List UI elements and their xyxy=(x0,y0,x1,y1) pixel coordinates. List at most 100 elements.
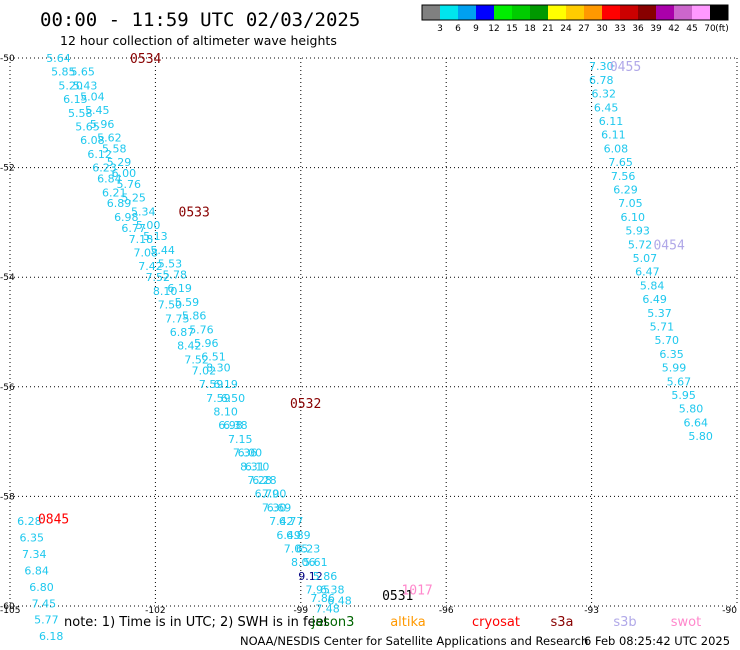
wave-height-value: 5.00 xyxy=(136,219,161,232)
colorbar-label: 24 xyxy=(560,24,572,34)
wave-height-value: 6.12 xyxy=(87,148,112,161)
x-tick-label: -102 xyxy=(145,606,165,616)
wave-height-value: 5.59 xyxy=(175,296,200,309)
wave-height-value: 5.65 xyxy=(70,66,95,79)
wave-height-value: 6.77 xyxy=(279,515,304,528)
colorbar-swatch xyxy=(440,5,458,20)
colorbar-swatch xyxy=(692,5,710,20)
wave-height-value: 6.64 xyxy=(684,416,709,429)
track-time-label: 0455 xyxy=(610,60,641,75)
wave-height-value: 5.64 xyxy=(46,52,71,65)
track-time-label: 0533 xyxy=(179,205,210,220)
colorbar-label: 6 xyxy=(455,24,461,34)
wave-height-value: 8.10 xyxy=(213,405,238,418)
wave-height-value: 7.50 xyxy=(158,299,183,312)
x-tick-label: -99 xyxy=(293,606,308,616)
track-time-label: 1017 xyxy=(401,584,432,599)
wave-height-value: 6.51 xyxy=(201,351,226,364)
note-text: note: 1) Time is in UTC; 2) SWH is in fe… xyxy=(64,615,329,630)
wave-height-value: 6.50 xyxy=(221,392,246,405)
colorbar-swatch xyxy=(476,5,494,20)
wave-height-value: 5.67 xyxy=(667,375,692,388)
wave-height-value: 7.56 xyxy=(611,170,636,183)
wave-height-value: 5.25 xyxy=(121,192,146,205)
satellite-legend-entry: cryosat xyxy=(472,615,520,630)
wave-height-value: 5.96 xyxy=(90,118,115,131)
colorbar-label: 9 xyxy=(473,24,479,34)
wave-height-value: 6.87 xyxy=(170,326,195,339)
wave-height-value: 6.10 xyxy=(245,460,270,473)
wave-height-value: 5.86 xyxy=(313,570,338,583)
wave-height-value: 6.98 xyxy=(114,211,139,224)
colorbar-label: 30 xyxy=(596,24,608,34)
x-tick-label: -96 xyxy=(439,606,454,616)
colorbar-label: 21 xyxy=(542,24,553,34)
colorbar-swatch xyxy=(710,5,728,20)
colorbar-swatch xyxy=(530,5,548,20)
wave-height-value: 5.80 xyxy=(688,430,713,443)
wave-height-value: 6.23 xyxy=(92,162,117,175)
y-tick-label: -58 xyxy=(0,492,15,502)
x-tick-label: -90 xyxy=(722,606,737,616)
wave-height-value: 5.70 xyxy=(654,334,679,347)
wave-height-value: 7.05 xyxy=(618,197,643,210)
x-axis-ticks: -105 -102 -99 -96 -93 -90 xyxy=(0,606,737,616)
satellite-legend-entry: jason3 xyxy=(311,615,355,630)
wave-height-value: 5.84 xyxy=(640,279,665,292)
wave-height-value: 5.58 xyxy=(68,107,93,120)
track-time-label: 0532 xyxy=(290,397,321,412)
wave-height-value: 5.86 xyxy=(182,310,207,323)
wave-height-value: 6.11 xyxy=(601,129,626,142)
wave-height-value: 6.84 xyxy=(24,564,49,577)
wave-height-value: 5.58 xyxy=(102,142,127,155)
footer-credit: NOAA/NESDIS Center for Satellite Applica… xyxy=(240,634,588,648)
wave-height-value: 5.85 xyxy=(51,66,76,79)
colorbar-label: 27 xyxy=(578,24,589,34)
wave-height-value: 8.31 xyxy=(240,460,265,473)
colorbar-swatch xyxy=(602,5,620,20)
wave-height-value: 7.65 xyxy=(608,156,633,169)
wave-height-value: 8.10 xyxy=(153,285,178,298)
wave-height-value: 6.80 xyxy=(29,581,54,594)
wave-height-value: 5.37 xyxy=(647,307,672,320)
colorbar-swatch xyxy=(494,5,512,20)
colorbar-label: 3 xyxy=(437,24,443,34)
wave-height-value: 5.95 xyxy=(671,389,696,402)
wave-height-value: 7.05 xyxy=(284,542,309,555)
wave-height-value: 7.00 xyxy=(262,488,287,501)
colorbar-swatch xyxy=(566,5,584,20)
wave-height-value: 6.45 xyxy=(594,101,619,114)
colorbar-label: 18 xyxy=(524,24,536,34)
wave-height-value: 7.02 xyxy=(192,364,217,377)
wave-height-value: 5.77 xyxy=(34,614,59,627)
wave-height-value: 6.89 xyxy=(107,197,132,210)
satellite-legend-entry: swot xyxy=(671,615,701,630)
wave-height-value: 5.43 xyxy=(73,79,98,92)
wave-height-value: 6.11 xyxy=(599,115,624,128)
track-time-label: 0534 xyxy=(130,52,161,67)
wave-height-value: 5.76 xyxy=(189,323,214,336)
wave-height-value: 6.38 xyxy=(320,584,345,597)
y-tick-label: -54 xyxy=(0,273,15,283)
y-tick-label: -56 xyxy=(0,383,15,393)
wave-height-value: 5.04 xyxy=(80,90,105,103)
wave-height-value: 6.69 xyxy=(267,501,292,514)
colorbar-label: 15 xyxy=(506,24,517,34)
wave-height-value: 5.96 xyxy=(194,337,219,350)
wave-height-value: 7.59 xyxy=(199,378,224,391)
wave-height-value: 6.98 xyxy=(218,419,243,432)
wave-height-value: 6.89 xyxy=(286,529,311,542)
chart-grid xyxy=(9,57,738,607)
wave-height-value: 6.08 xyxy=(604,142,629,155)
wave-height-value: 7.28 xyxy=(247,474,272,487)
wave-height-value: 5.20 xyxy=(58,79,83,92)
wave-height-value: 6.23 xyxy=(296,542,321,555)
colorbar-swatch xyxy=(620,5,638,20)
wave-height-value: 5.99 xyxy=(662,362,687,375)
wave-height-value: 6.10 xyxy=(621,211,646,224)
colorbar-unit: (ft) xyxy=(715,24,729,34)
wave-height-value: 5.45 xyxy=(85,104,110,117)
wave-height-value: 5.13 xyxy=(143,230,168,243)
